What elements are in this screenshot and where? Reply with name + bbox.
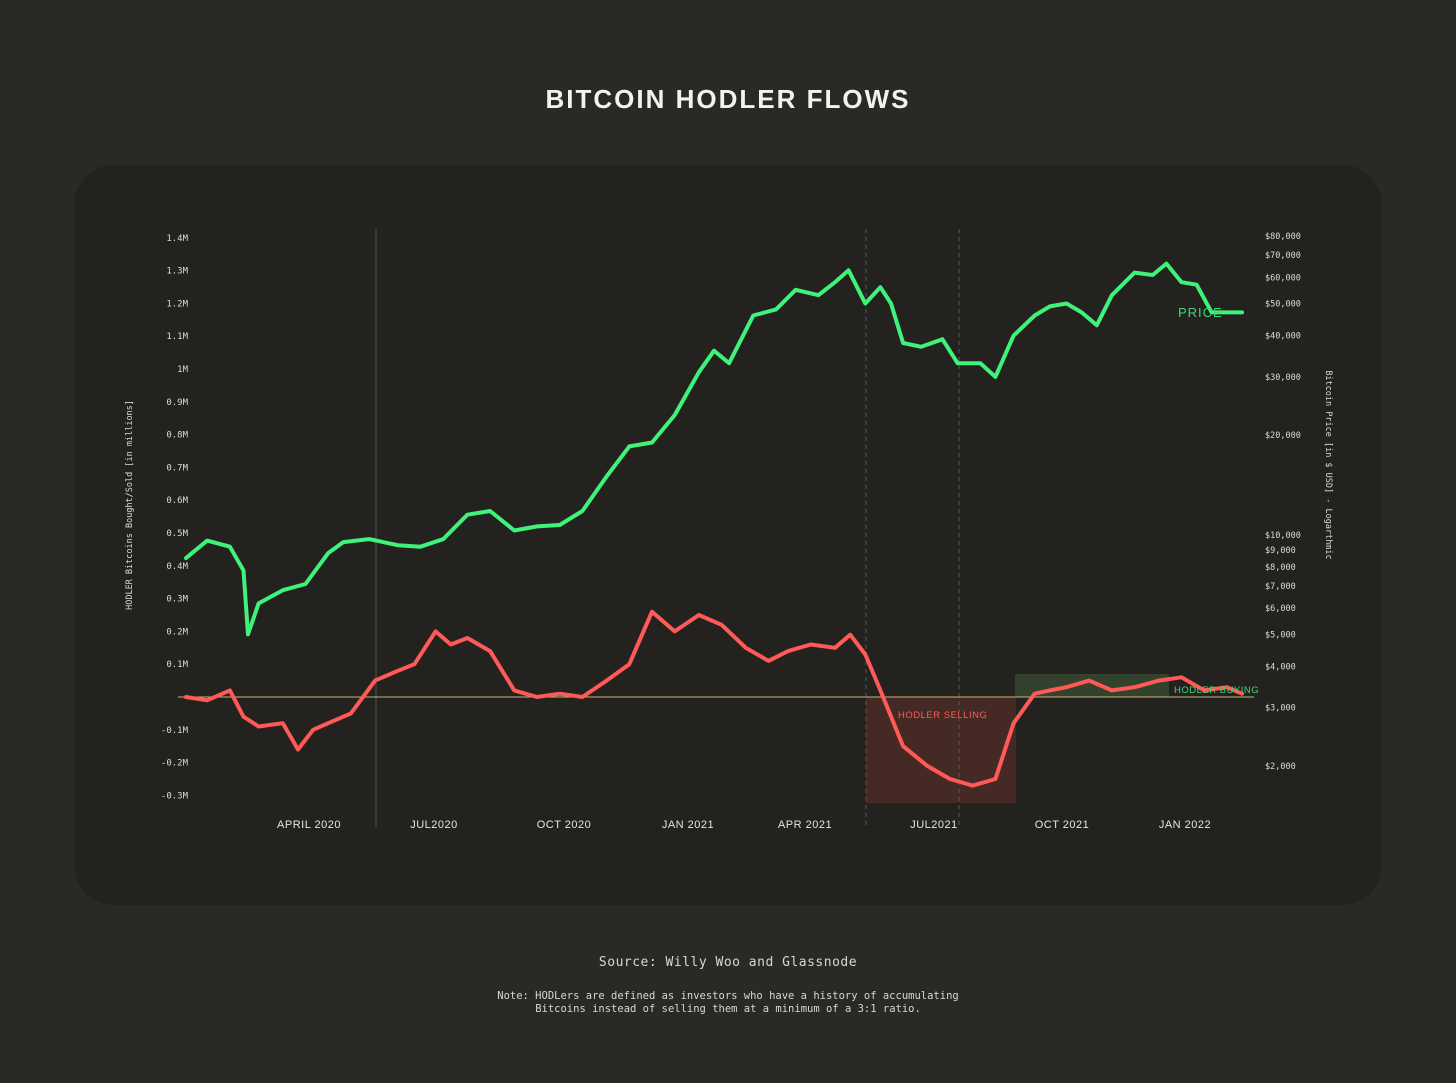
right-tick-label: $70,000	[1265, 251, 1301, 261]
right-tick-label: $8,000	[1265, 563, 1296, 573]
right-tick-label: $40,000	[1265, 332, 1301, 342]
left-tick-label: -0.1M	[161, 726, 189, 736]
left-tick-label: -0.3M	[161, 791, 189, 801]
price-line	[184, 261, 1244, 637]
right-tick-label: $80,000	[1265, 232, 1301, 242]
right-tick-label: $2,000	[1265, 762, 1296, 772]
right-tick-label: $9,000	[1265, 546, 1296, 556]
right-tick-label: $20,000	[1265, 431, 1301, 441]
x-tick-label: OCT 2021	[1035, 819, 1090, 831]
left-tick-label: 1M	[177, 365, 188, 375]
left-tick-label: 1.2M	[166, 299, 188, 309]
right-tick-label: $5,000	[1265, 630, 1296, 640]
left-tick-label: 1.4M	[166, 234, 188, 244]
left-axis-title: HODLER Bitcoins Bought/Sold [in millions…	[125, 400, 135, 610]
right-tick-label: $6,000	[1265, 604, 1296, 614]
chart-source: Source: Willy Woo and Glassnode	[598, 955, 858, 970]
left-tick-label: 0.8M	[166, 431, 188, 441]
x-tick-label: APRIL 2020	[277, 819, 341, 831]
chart-panel: 1.4M 1.3M 1.2M 1.1M 1M 0.9M 0.8M 0.7M 0.6M 0.5M 0.…	[74, 165, 1382, 905]
left-tick-label: 0.5M	[166, 529, 188, 539]
note-line-1: Note: HODLers are defined as investors w…	[497, 990, 959, 1002]
note-line-2: Bitcoins instead of selling them at a mi…	[535, 1003, 921, 1015]
left-tick-label: 0.1M	[166, 660, 188, 670]
right-axis-title: Bitcoin Price [in $ USD] - Logarthmic	[1323, 370, 1333, 559]
left-tick-label: 1.3M	[166, 267, 188, 277]
left-tick-label: 1.1M	[166, 332, 188, 342]
page-title: BITCOIN HODLER FLOWS	[545, 84, 911, 114]
x-tick-label: JAN 2021	[662, 819, 714, 831]
hodler-selling-annotation: HODLER SELLING	[898, 710, 987, 721]
right-tick-label: $50,000	[1265, 300, 1301, 310]
x-tick-label: JAN 2022	[1159, 819, 1211, 831]
x-tick-label: OCT 2020	[537, 819, 592, 831]
chart-note: Note: HODLers are defined as investors w…	[0, 990, 1456, 1016]
right-tick-label: $60,000	[1265, 273, 1301, 283]
left-tick-label: -0.2M	[161, 759, 189, 769]
left-tick-label: 0.7M	[166, 463, 188, 473]
left-tick-label: 0.6M	[166, 496, 188, 506]
x-tick-label: APR 2021	[778, 819, 832, 831]
price-annotation: PRICE	[1178, 305, 1223, 320]
hodler-buying-annotation: HODLER BUYING	[1174, 685, 1259, 696]
right-tick-label: $10,000	[1265, 531, 1301, 541]
x-tick-label: JUL2021	[910, 819, 958, 831]
hodler-flows-chart: 1.4M 1.3M 1.2M 1.1M 1M 0.9M 0.8M 0.7M 0.6M 0.5M 0.…	[125, 229, 1333, 831]
hodler-flow-line	[184, 609, 1244, 788]
right-tick-label: $4,000	[1265, 662, 1296, 672]
right-tick-label: $7,000	[1265, 582, 1296, 592]
right-tick-label: $3,000	[1265, 704, 1296, 714]
x-tick-label: JUL2020	[410, 819, 458, 831]
left-tick-label: 0.3M	[166, 595, 188, 605]
right-tick-label: $30,000	[1265, 373, 1301, 383]
left-tick-label: 0.4M	[166, 562, 188, 572]
left-tick-label: 0.9M	[166, 398, 188, 408]
left-tick-label: 0.2M	[166, 627, 188, 637]
